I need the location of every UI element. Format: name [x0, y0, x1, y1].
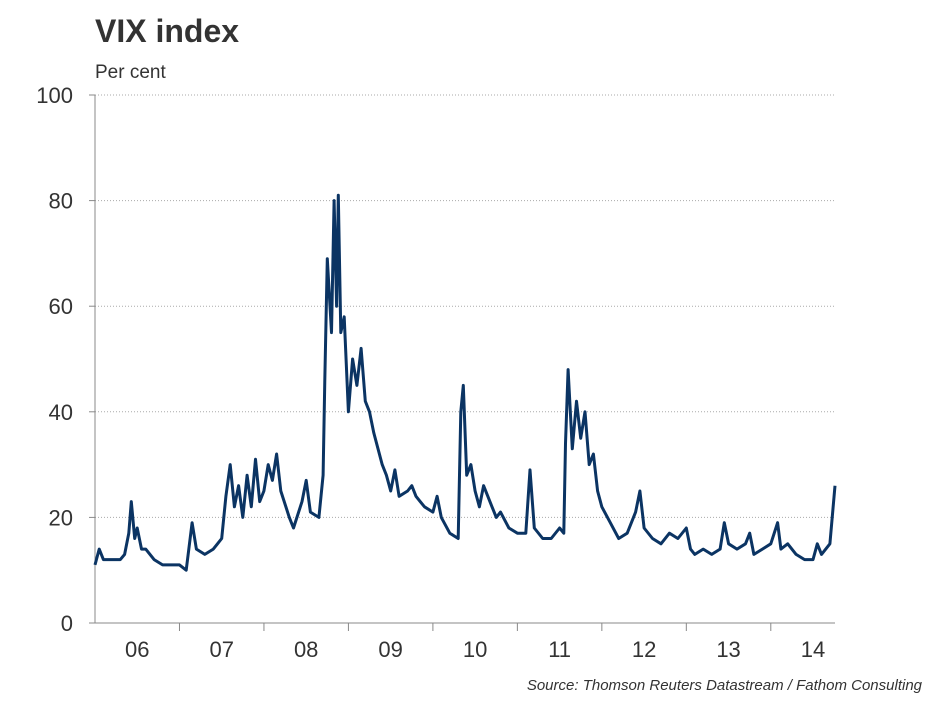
- x-tick-label: 11: [548, 637, 571, 662]
- x-tick-label: 08: [294, 637, 318, 662]
- x-tick-label: 09: [378, 637, 402, 662]
- x-tick-label: 12: [632, 637, 656, 662]
- line: [93, 193, 837, 572]
- x-tick-label: 13: [716, 637, 740, 662]
- x-tick-label: 10: [463, 637, 487, 662]
- x-tick-label: 07: [209, 637, 233, 662]
- source: Source: Thomson Reuters Datastream / Fat…: [527, 677, 923, 694]
- y-tick-label: 20: [49, 505, 73, 530]
- y-tick-label: 100: [36, 83, 73, 108]
- chart-title: VIX index: [95, 13, 239, 49]
- y-tick-label: 80: [49, 189, 73, 214]
- x-tick-label: 06: [125, 637, 149, 662]
- y-tick-label: 40: [49, 400, 73, 425]
- y-tick-label: 60: [49, 294, 73, 319]
- x-tick-label: 14: [801, 637, 825, 662]
- chart-subtitle: Per cent: [95, 62, 166, 83]
- y-tick-label: 0: [61, 611, 73, 636]
